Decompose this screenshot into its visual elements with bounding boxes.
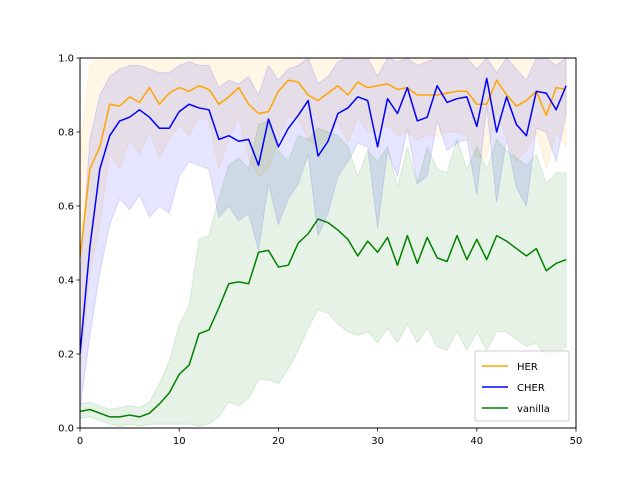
x-tick-label: 50 xyxy=(570,436,583,447)
x-axis: 0 10 20 30 40 50 xyxy=(77,428,583,447)
plot-frame xyxy=(79,57,577,429)
y-tick-label: 0.6 xyxy=(58,202,74,213)
legend-box xyxy=(474,350,570,422)
y-tick-label: 1.0 xyxy=(58,54,74,65)
legend: HER CHER vanilla xyxy=(474,350,570,422)
x-tick-label: 30 xyxy=(371,436,384,447)
series-lines xyxy=(80,77,567,418)
vanilla-band xyxy=(80,120,567,427)
y-tick-label: 0.0 xyxy=(58,424,74,435)
x-tick-label: 0 xyxy=(77,436,83,447)
y-tick-label: 0.4 xyxy=(58,276,74,287)
x-tick-label: 40 xyxy=(470,436,483,447)
legend-label-her: HER xyxy=(517,362,538,373)
confidence-bands xyxy=(80,58,567,427)
vanilla-line xyxy=(80,218,567,418)
legend-label-cher: CHER xyxy=(517,383,545,394)
y-axis: 0.0 0.2 0.4 0.6 0.8 1.0 xyxy=(58,54,80,435)
x-tick-label: 20 xyxy=(272,436,285,447)
y-tick-label: 0.2 xyxy=(58,350,74,361)
her-line xyxy=(80,79,567,258)
cher-line xyxy=(80,77,567,355)
cher-band xyxy=(80,58,567,410)
legend-label-vanilla: vanilla xyxy=(517,404,550,415)
y-tick-label: 0.8 xyxy=(58,128,74,139)
her-band xyxy=(80,58,567,373)
x-tick-label: 10 xyxy=(173,436,186,447)
